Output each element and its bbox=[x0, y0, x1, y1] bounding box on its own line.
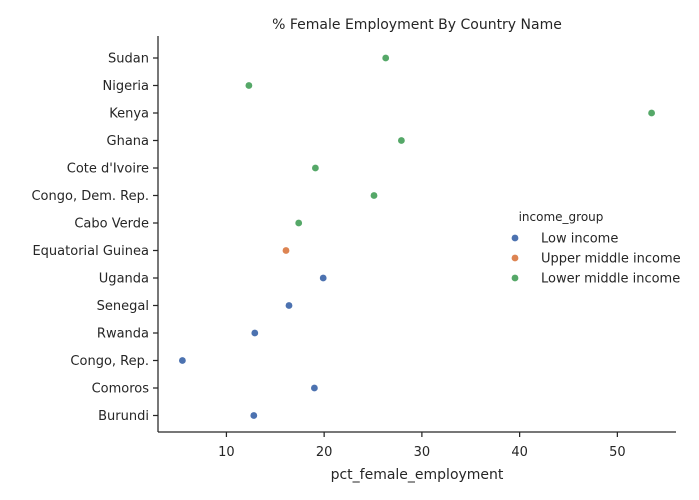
legend: income_group Low income Upper middle inco… bbox=[511, 210, 681, 287]
y-tick-label-comoros: Comoros bbox=[92, 382, 150, 397]
legend-marker-low-income bbox=[511, 234, 519, 242]
legend-label-upper-middle-income: Upper middle income bbox=[541, 252, 681, 267]
y-tick-label-congo-rep: Congo, Rep. bbox=[70, 354, 149, 369]
y-tick-label-burundi: Burundi bbox=[98, 409, 149, 424]
y-tick-label-equatorial-guinea: Equatorial Guinea bbox=[32, 244, 149, 259]
y-tick-label-kenya: Kenya bbox=[109, 107, 149, 122]
y-tick-label-cabo-verde: Cabo Verde bbox=[74, 217, 149, 232]
data-point-kenya bbox=[648, 109, 655, 117]
data-point-comoros bbox=[311, 384, 318, 392]
data-point-rwanda bbox=[251, 329, 259, 337]
legend-label-lower-middle-income: Lower middle income bbox=[541, 272, 680, 287]
data-point-congo-dem-rep bbox=[370, 192, 378, 199]
y-tick-label-congo-dem-rep: Congo, Dem. Rep. bbox=[31, 189, 149, 204]
data-point-burundi bbox=[250, 412, 258, 419]
x-axis-label: pct_female_employment bbox=[331, 467, 504, 483]
data-point-sudan bbox=[382, 54, 390, 62]
legend-title: income_group bbox=[519, 210, 604, 224]
x-tick-label-30: 30 bbox=[414, 445, 431, 460]
x-tick-label-40: 40 bbox=[511, 445, 528, 460]
y-tick-label-cote-d-ivoire: Cote d'Ivoire bbox=[67, 162, 149, 177]
x-tick-label-50: 50 bbox=[609, 445, 626, 460]
data-point-ghana bbox=[398, 137, 405, 144]
data-point-nigeria bbox=[245, 82, 253, 89]
y-tick-label-rwanda: Rwanda bbox=[97, 327, 149, 342]
legend-marker-upper-middle-income bbox=[511, 254, 519, 262]
legend-marker-lower-middle-income bbox=[511, 274, 519, 282]
data-point-equatorial-guinea bbox=[282, 247, 290, 254]
data-point-congo-rep bbox=[179, 357, 186, 364]
chart-title: % Female Employment By Country Name bbox=[272, 17, 562, 33]
plot-area bbox=[179, 54, 655, 419]
legend-label-low-income: Low income bbox=[541, 232, 618, 247]
x-tick-label-10: 10 bbox=[218, 445, 235, 460]
x-tick-label-20: 20 bbox=[316, 445, 333, 460]
y-tick-label-ghana: Ghana bbox=[107, 134, 150, 149]
y-tick-label-nigeria: Nigeria bbox=[102, 79, 149, 94]
data-point-senegal bbox=[285, 302, 293, 309]
data-point-uganda bbox=[319, 274, 327, 282]
y-tick-label-sudan: Sudan bbox=[108, 52, 149, 67]
y-tick-label-uganda: Uganda bbox=[99, 272, 149, 287]
y-tick-label-senegal: Senegal bbox=[97, 299, 149, 314]
data-point-cabo-verde bbox=[295, 219, 303, 227]
data-point-cote-d-ivoire bbox=[312, 164, 319, 172]
